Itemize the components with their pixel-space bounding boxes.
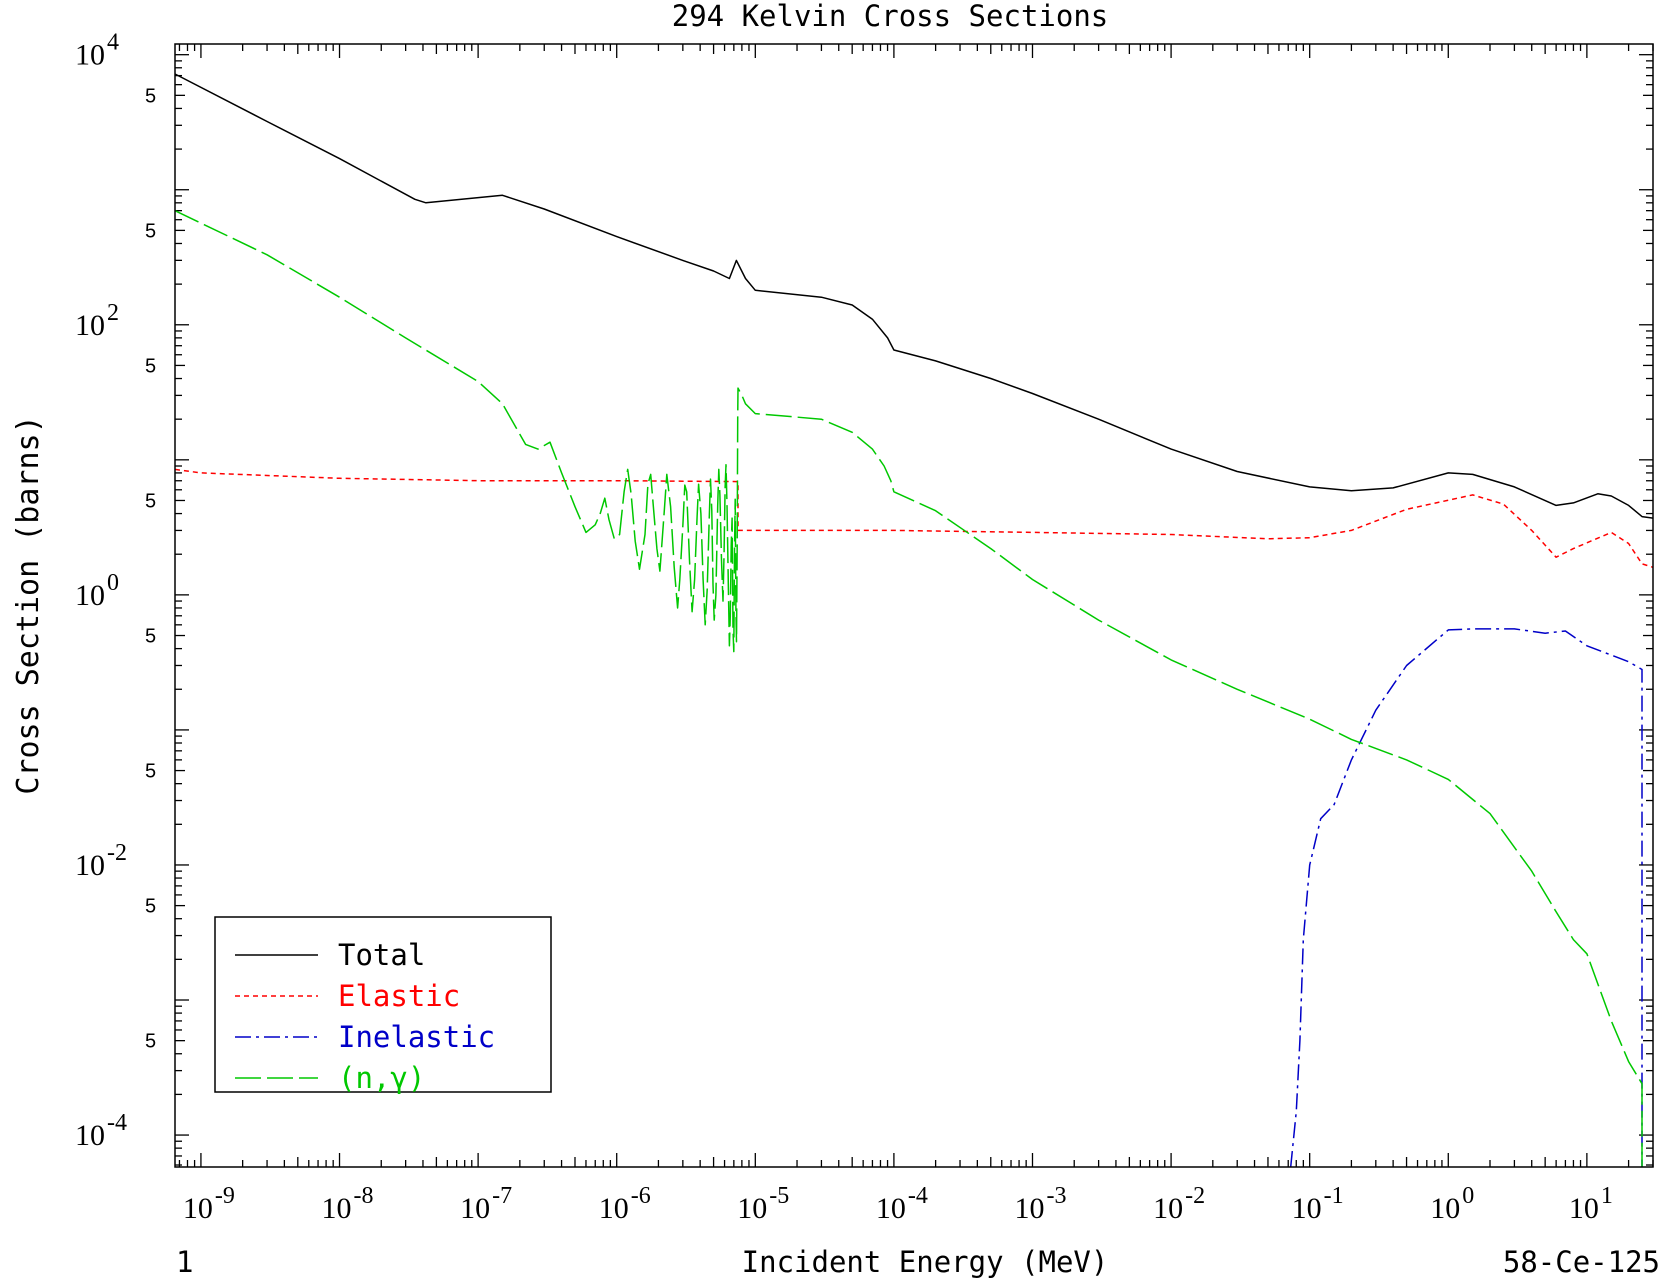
x-tick-label: 10-8 [322, 1183, 374, 1225]
y-tick-label: 10-4 [75, 1110, 127, 1152]
legend-label-n-gamma: (n,γ) [338, 1061, 425, 1095]
y-axis-label: Cross Section (barns) [11, 415, 46, 794]
legend-label-total: Total [338, 938, 425, 972]
y-minor-tick-label: 5 [145, 896, 156, 918]
legend-label-elastic: Elastic [338, 979, 460, 1013]
plot-frame [174, 43, 1654, 1168]
x-tick-label: 10-7 [460, 1183, 512, 1225]
legend-box [214, 916, 552, 1093]
y-axis-tick-labels: 104 102 100 10-2 10-4 5 5 5 5 5 5 5 5 [75, 30, 156, 1152]
x-tick-label: 101 [1569, 1183, 1613, 1225]
y-tick-label: 100 [75, 570, 119, 612]
y-minor-tick-label: 5 [145, 490, 156, 512]
y-tick-label: 102 [75, 300, 119, 342]
y-tick-label: 104 [75, 30, 119, 72]
y-axis-ticks [175, 54, 1653, 1166]
x-tick-label: 10-2 [1153, 1183, 1205, 1225]
y-minor-tick-label: 5 [145, 355, 156, 377]
x-tick-label: 10-3 [1014, 1183, 1066, 1225]
series-line-n-gamma [174, 210, 1643, 1167]
series-line-elastic [174, 468, 1654, 569]
x-tick-label: 10-9 [183, 1183, 235, 1225]
x-axis-label: Incident Energy (MeV) [742, 1245, 1109, 1279]
legend-label-inelastic: Inelastic [338, 1020, 495, 1054]
chart-title: 294 Kelvin Cross Sections [672, 0, 1109, 33]
series-layer [174, 73, 1654, 1168]
legend: Total Elastic Inelastic (n,γ) [214, 916, 552, 1095]
x-tick-label: 10-1 [1292, 1183, 1344, 1225]
x-axis-ticks [178, 44, 1654, 1167]
x-tick-label: 10-4 [876, 1183, 928, 1225]
y-minor-tick-label: 5 [145, 220, 156, 242]
footer-nuclide: 58-Ce-125 [1503, 1245, 1660, 1279]
x-tick-label: 100 [1430, 1183, 1474, 1225]
x-tick-label: 10-6 [599, 1183, 651, 1225]
x-tick-label: 10-5 [737, 1183, 789, 1225]
y-minor-tick-label: 5 [145, 1031, 156, 1053]
x-axis-tick-labels: 10-9 10-8 10-7 10-6 10-5 10-4 10-3 10-2 10-1 100 1… [183, 1183, 1613, 1225]
series-line-total [174, 73, 1654, 519]
y-minor-tick-label: 5 [145, 85, 156, 107]
y-minor-tick-label: 5 [145, 761, 156, 783]
y-minor-tick-label: 5 [145, 626, 156, 648]
y-tick-label: 10-2 [75, 840, 127, 882]
series-line-inelastic [1289, 628, 1643, 1168]
footer-left-number: 1 [176, 1245, 193, 1279]
